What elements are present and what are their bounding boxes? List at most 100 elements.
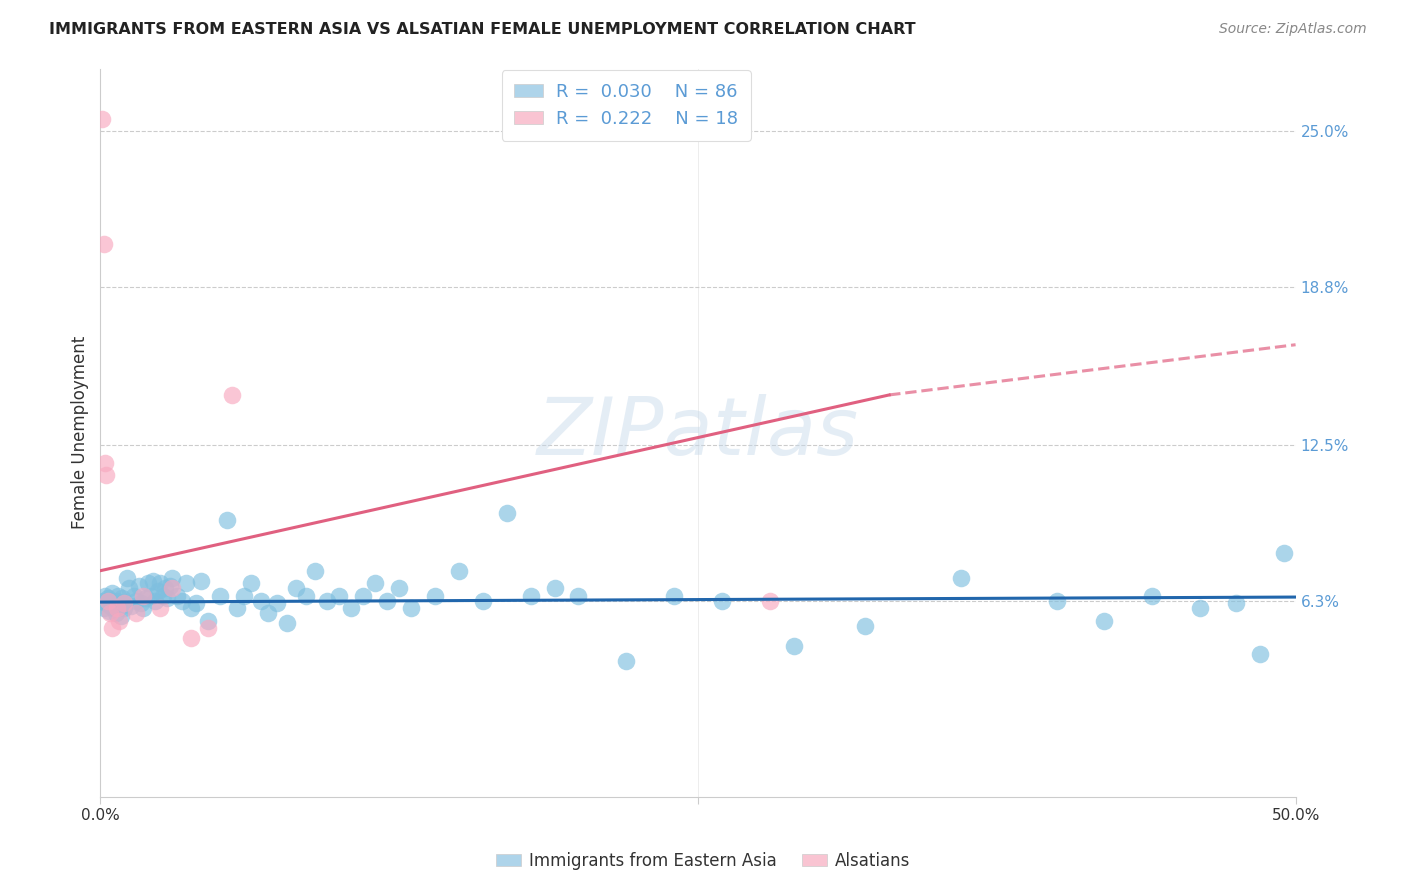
Point — [104, 607, 127, 621]
Point — [104, 596, 127, 610]
Point — [364, 576, 387, 591]
Point — [153, 581, 176, 595]
Point — [758, 594, 780, 608]
Point — [1045, 594, 1067, 608]
Point — [328, 589, 350, 603]
Point — [91, 594, 114, 608]
Point — [159, 579, 181, 593]
Point — [232, 589, 254, 603]
Legend: Immigrants from Eastern Asia, Alsatians: Immigrants from Eastern Asia, Alsatians — [489, 846, 917, 877]
Point — [782, 639, 804, 653]
Point — [90, 112, 112, 126]
Point — [352, 589, 374, 603]
Point — [208, 589, 231, 603]
Text: ZIPatlas: ZIPatlas — [537, 393, 859, 472]
Point — [108, 599, 131, 613]
Point — [122, 589, 145, 603]
Point — [949, 571, 972, 585]
Point — [96, 591, 118, 606]
Point — [149, 576, 172, 591]
Point — [1188, 601, 1211, 615]
Point — [316, 594, 339, 608]
Point — [112, 601, 135, 615]
Point — [1092, 614, 1115, 628]
Point — [132, 601, 155, 615]
Point — [180, 632, 202, 646]
Point — [96, 596, 118, 610]
Point — [180, 601, 202, 615]
Point — [304, 564, 326, 578]
Point — [136, 576, 159, 591]
Point — [190, 574, 212, 588]
Point — [96, 594, 118, 608]
Point — [375, 594, 398, 608]
Point — [115, 571, 138, 585]
Point — [152, 589, 174, 603]
Point — [1140, 589, 1163, 603]
Point — [519, 589, 541, 603]
Point — [98, 599, 121, 613]
Point — [142, 574, 165, 588]
Point — [295, 589, 318, 603]
Point — [423, 589, 446, 603]
Point — [103, 601, 125, 615]
Point — [105, 594, 128, 608]
Point — [567, 589, 589, 603]
Point — [1272, 546, 1295, 560]
Point — [285, 581, 308, 595]
Point — [266, 596, 288, 610]
Point — [120, 599, 142, 613]
Point — [132, 589, 155, 603]
Y-axis label: Female Unemployment: Female Unemployment — [72, 336, 89, 529]
Point — [125, 607, 148, 621]
Point — [118, 581, 141, 595]
Point — [110, 608, 132, 623]
Point — [128, 579, 150, 593]
Point — [101, 586, 124, 600]
Point — [495, 506, 517, 520]
Point — [225, 601, 247, 615]
Point — [543, 581, 565, 595]
Point — [129, 596, 152, 610]
Point — [176, 576, 198, 591]
Point — [135, 591, 157, 606]
Point — [125, 594, 148, 608]
Point — [197, 614, 219, 628]
Point — [101, 622, 124, 636]
Point — [184, 596, 207, 610]
Point — [94, 589, 117, 603]
Point — [249, 594, 271, 608]
Point — [447, 564, 470, 578]
Point — [166, 589, 188, 603]
Point — [170, 594, 193, 608]
Point — [388, 581, 411, 595]
Point — [156, 591, 179, 606]
Point — [221, 388, 243, 402]
Point — [1225, 596, 1247, 610]
Point — [1249, 647, 1271, 661]
Point — [143, 594, 166, 608]
Point — [107, 589, 129, 603]
Point — [108, 614, 131, 628]
Point — [149, 601, 172, 615]
Point — [96, 468, 118, 483]
Point — [340, 601, 363, 615]
Text: Source: ZipAtlas.com: Source: ZipAtlas.com — [1219, 22, 1367, 37]
Point — [160, 581, 183, 595]
Point — [471, 594, 494, 608]
Point — [100, 594, 122, 608]
Point — [112, 596, 135, 610]
Point — [112, 596, 135, 610]
Point — [105, 601, 128, 615]
Point — [853, 619, 876, 633]
Point — [160, 571, 183, 585]
Point — [139, 589, 162, 603]
Point — [276, 616, 298, 631]
Point — [111, 591, 134, 606]
Point — [93, 601, 115, 615]
Point — [93, 237, 115, 252]
Text: IMMIGRANTS FROM EASTERN ASIA VS ALSATIAN FEMALE UNEMPLOYMENT CORRELATION CHART: IMMIGRANTS FROM EASTERN ASIA VS ALSATIAN… — [49, 22, 915, 37]
Point — [662, 589, 685, 603]
Point — [98, 607, 121, 621]
Point — [399, 601, 422, 615]
